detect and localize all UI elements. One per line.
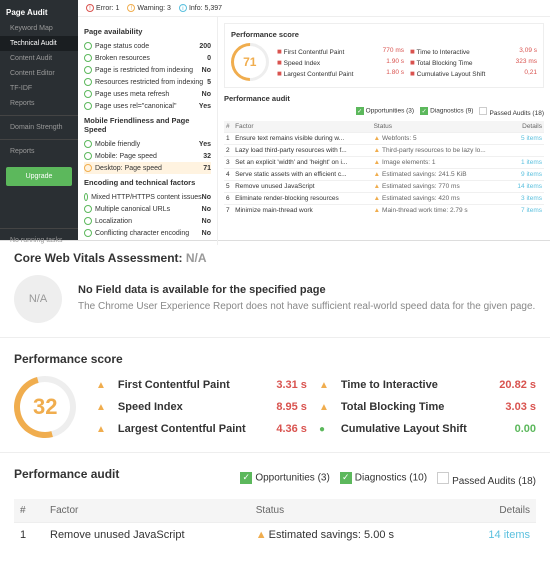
alert-warning[interactable]: !Warning: 3 [127, 4, 171, 12]
section-header: Mobile Friendliness and Page Speed [84, 116, 211, 134]
sidebar-item[interactable]: Content Editor [0, 66, 78, 81]
table-row[interactable]: 3Set an explicit 'width' and 'height' on… [224, 157, 544, 169]
metric-row[interactable]: Broken resources0 [84, 52, 211, 64]
tab-opportunities[interactable]: ✓Opportunities (3) [240, 472, 329, 487]
cwv-text: The Chrome User Experience Report does n… [78, 300, 535, 314]
metric-row[interactable]: Page is restricted from indexingNo [84, 64, 211, 76]
tab-opportunities[interactable]: ✓Opportunities (3) [356, 107, 414, 117]
table-row[interactable]: 2Lazy load third-party resources with f.… [224, 145, 544, 157]
perf-score-title: Performance score [231, 30, 537, 39]
sidebar-item[interactable]: Reports [0, 96, 78, 111]
right-column: Performance score 71 ■ First Contentful … [218, 17, 550, 245]
section-header: Page availability [84, 27, 211, 36]
cwv-heading: Core Web Vitals Assessment: N/A [14, 251, 536, 265]
metric-row[interactable]: Resources restricted from indexing5 [84, 76, 211, 88]
alert-error[interactable]: !Error: 1 [86, 4, 119, 12]
table-row[interactable]: 5Remove unused JavaScript▲Estimated savi… [224, 181, 544, 193]
tab-diagnostics[interactable]: ✓Diagnostics (10) [340, 472, 427, 487]
upgrade-button[interactable]: Upgrade [6, 167, 72, 186]
score-ring-small: 71 [223, 35, 277, 89]
perf-audit-title: Performance audit [224, 94, 544, 103]
metric-row[interactable]: Multiple canonical URLsNo [84, 203, 211, 215]
score-ring-big: 32 [3, 365, 88, 450]
table-row[interactable]: 1 Remove unused JavaScript ▲Estimated sa… [14, 523, 536, 548]
audit-table-big: # Factor Status Details 1 Remove unused … [14, 499, 536, 547]
cwv-subhead: No Field data is available for the speci… [78, 284, 535, 296]
alert-info[interactable]: iInfo: 5,397 [179, 4, 222, 12]
metric-row[interactable]: Mobile: Page speed32 [84, 150, 211, 162]
sidebar-item[interactable]: Technical Audit [0, 36, 78, 51]
perf-big-title: Performance score [14, 352, 536, 366]
sidebar-footer: No running tasks [0, 233, 78, 248]
left-column: Page availability Page status code200Bro… [78, 17, 218, 245]
metric-row[interactable]: Page status code200 [84, 40, 211, 52]
metric-row[interactable]: Page uses meta refreshNo [84, 88, 211, 100]
tab-diagnostics[interactable]: ✓Diagnostics (9) [420, 107, 473, 117]
sidebar-item[interactable]: TF-IDF [0, 81, 78, 96]
table-row[interactable]: 4Serve static assets with an efficient c… [224, 169, 544, 181]
metric-row[interactable]: Conflicting character encodingNo [84, 227, 211, 239]
sidebar-group[interactable]: Domain Strength [0, 120, 78, 135]
metric-row[interactable]: Desktop: Page speed71 [84, 162, 211, 174]
tab-passed[interactable]: Passed Audits (18) [479, 107, 544, 117]
alert-bar: !Error: 1 !Warning: 3 iInfo: 5,397 [78, 0, 550, 17]
sidebar-group[interactable]: Reports [0, 144, 78, 159]
metric-row[interactable]: Mixed HTTP/HTTPS content issuesNo [84, 191, 211, 203]
section-header: Encoding and technical factors [84, 178, 211, 187]
table-row[interactable]: 6Eliminate render-blocking resources▲Est… [224, 193, 544, 205]
na-badge: N/A [14, 275, 62, 323]
audit-big-title: Performance audit [14, 467, 119, 481]
metric-row[interactable]: Page uses rel="canonical"Yes [84, 100, 211, 112]
metric-row[interactable]: LocalizationNo [84, 215, 211, 227]
table-row[interactable]: 1Ensure text remains visible during w...… [224, 133, 544, 145]
sidebar: Page Audit Keyword MapTechnical AuditCon… [0, 0, 78, 240]
sidebar-item[interactable]: Keyword Map [0, 21, 78, 36]
sidebar-item[interactable]: Content Audit [0, 51, 78, 66]
audit-table-small: # Factor Status Details 1Ensure text rem… [224, 121, 544, 216]
sidebar-title: Page Audit [0, 4, 78, 21]
tab-passed[interactable]: Passed Audits (18) [437, 472, 536, 487]
table-row[interactable]: 7Minimize main-thread work▲Main-thread w… [224, 205, 544, 217]
metric-row[interactable]: Mobile friendlyYes [84, 138, 211, 150]
